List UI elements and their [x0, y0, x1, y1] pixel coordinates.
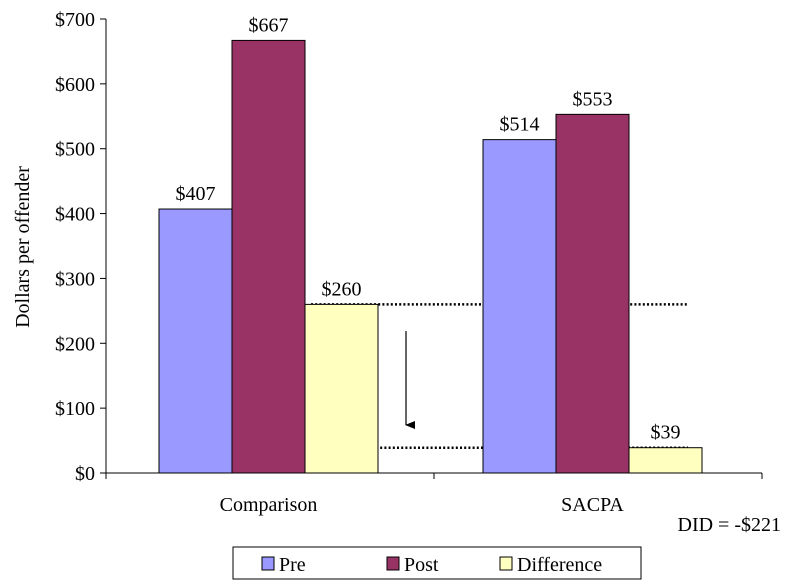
- bar: [158, 208, 233, 474]
- plot-area: $0 $100 $200 $300 $400 $500 $600 $700 $407 $667 $2…: [55, 9, 763, 516]
- data-label: $667: [249, 14, 289, 36]
- y-tick-label: $400: [55, 204, 95, 226]
- legend-box: [232, 546, 642, 580]
- y-tick-label: $600: [55, 74, 95, 96]
- legend-swatch: [499, 556, 513, 571]
- data-label: $407: [176, 183, 216, 205]
- bar: [304, 303, 379, 474]
- bar: [555, 113, 630, 474]
- bar: [231, 39, 306, 474]
- x-tick-label: Comparison: [220, 494, 318, 516]
- legend-label: Difference: [517, 554, 602, 576]
- y-tick-label: $300: [55, 268, 95, 290]
- legend-swatch: [386, 556, 400, 571]
- data-label: $514: [500, 114, 540, 136]
- legend-swatch: [261, 556, 275, 571]
- bar: [482, 139, 557, 474]
- data-label: $260: [322, 278, 362, 300]
- data-label: $39: [651, 422, 681, 444]
- legend-label: Pre: [279, 554, 306, 576]
- bar: [628, 447, 703, 474]
- did-annotation: DID = -$221: [678, 514, 782, 536]
- y-tick-label: $100: [55, 398, 95, 420]
- x-tick-label: SACPA: [561, 494, 624, 516]
- y-axis-title: Dollars per offender: [12, 166, 34, 328]
- legend-label: Post: [404, 554, 439, 576]
- y-tick-label: $0: [75, 463, 95, 485]
- legend: Pre Post Difference: [232, 546, 642, 580]
- data-label: $553: [573, 88, 613, 110]
- y-tick-label: $700: [55, 9, 95, 31]
- y-tick-label: $500: [55, 139, 95, 161]
- y-tick-label: $200: [55, 333, 95, 355]
